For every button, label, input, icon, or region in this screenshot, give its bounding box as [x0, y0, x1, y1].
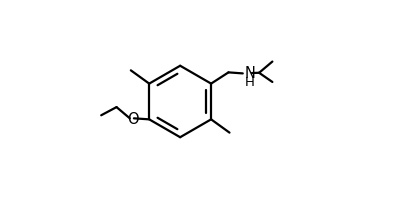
Text: O: O [127, 111, 138, 126]
Text: H: H [245, 76, 255, 89]
Text: N: N [245, 66, 256, 81]
